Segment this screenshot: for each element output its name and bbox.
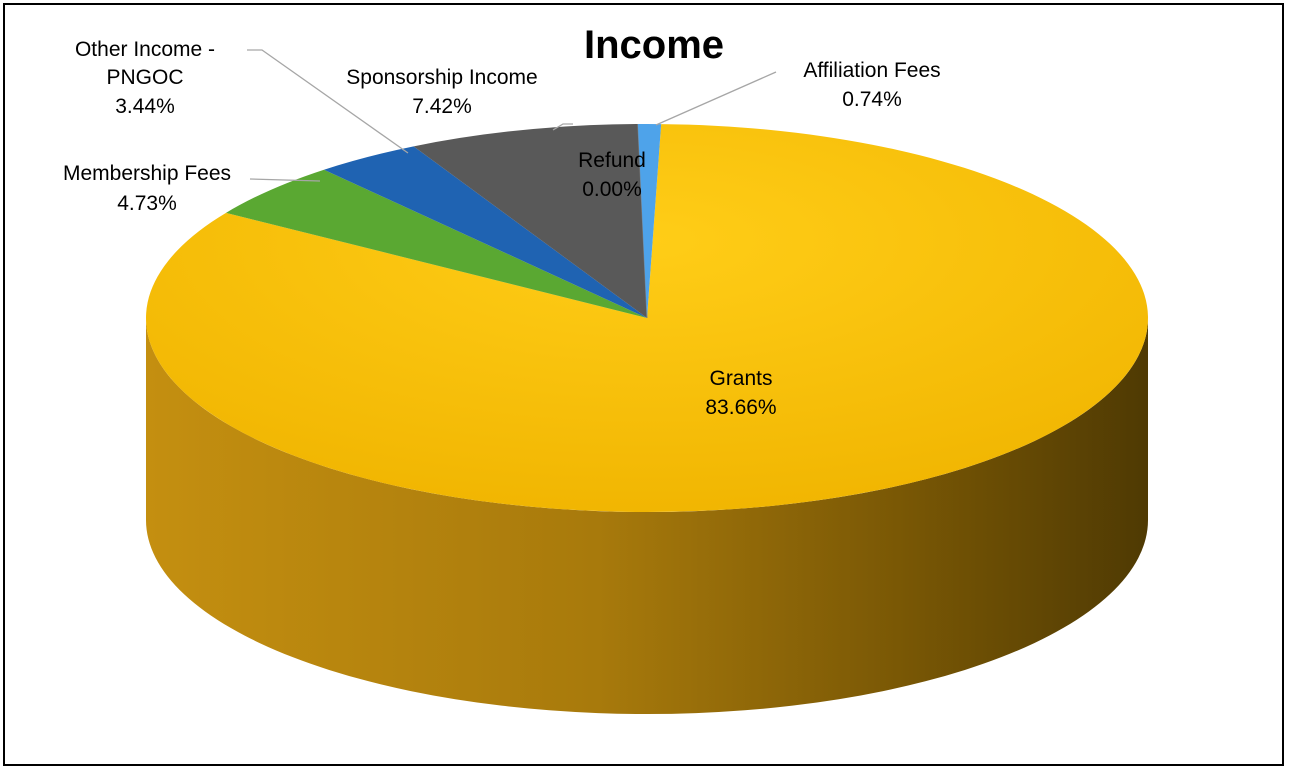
label-sponsorship-value: 7.42% (412, 95, 472, 118)
leader-line-affiliation (655, 71, 777, 126)
label-refund-value: 0.00% (582, 178, 642, 201)
label-other-income-name-2: PNGOC (106, 66, 183, 89)
label-membership-value: 4.73% (117, 192, 177, 215)
slice-refund (637, 124, 648, 319)
slice-other-income-pngoc (323, 146, 647, 318)
pie-slices (145, 123, 1148, 513)
slice-membership-fees (225, 169, 647, 318)
label-grants-name: Grants (709, 367, 772, 390)
label-other-income-value: 3.44% (115, 95, 175, 118)
label-other-income-name-1: Other Income - (75, 38, 215, 61)
slice-affiliation-fees (637, 123, 662, 318)
slice-grants (145, 124, 1148, 513)
leader-line-sponsorship (552, 123, 573, 131)
label-affiliation-value: 0.74% (842, 88, 902, 111)
slice-sponsorship-income (413, 124, 647, 318)
label-affiliation-name: Affiliation Fees (803, 59, 940, 82)
leader-line-membership (249, 178, 321, 182)
label-membership-name: Membership Fees (63, 162, 231, 185)
chart-title: Income (584, 23, 724, 67)
label-sponsorship-name: Sponsorship Income (346, 66, 537, 89)
label-refund-name: Refund (578, 149, 646, 172)
leader-line-other-income (247, 49, 409, 154)
pie-side-wall (146, 318, 1148, 714)
label-grants-value: 83.66% (705, 396, 776, 419)
